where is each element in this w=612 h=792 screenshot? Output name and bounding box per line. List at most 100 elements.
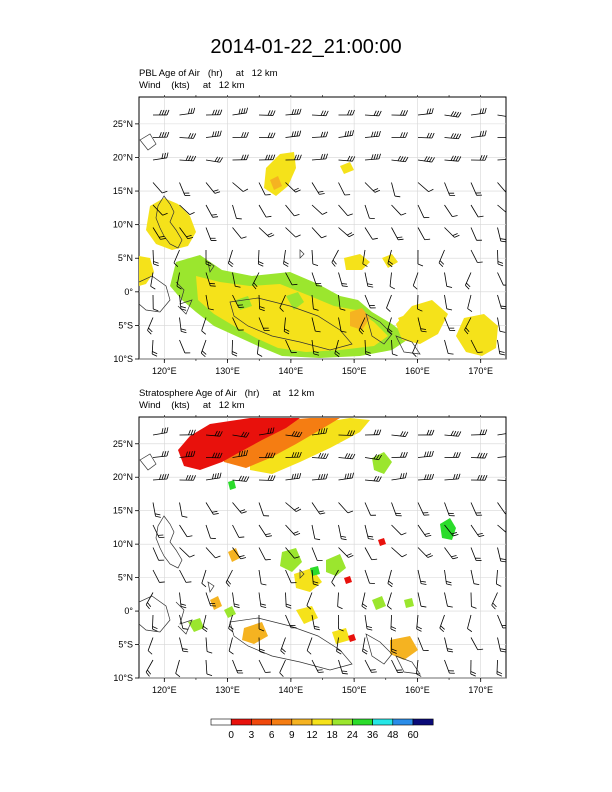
barb-feather: [201, 583, 207, 588]
barb-feather: [270, 110, 274, 116]
barb-shaft: [496, 569, 498, 584]
barb-feather: [371, 154, 374, 160]
wind-barb: [338, 430, 356, 436]
coastline-borneo: [139, 275, 171, 313]
barb-feather: [270, 475, 274, 481]
barb-feather: [392, 353, 398, 357]
barb-feather: [465, 285, 470, 290]
wind-barb: [497, 204, 506, 215]
barb-feather: [162, 212, 168, 216]
wind-barb: [390, 614, 397, 632]
stratosphere-field: [178, 418, 456, 660]
barb-feather: [182, 648, 188, 650]
barb-feather: [161, 428, 164, 434]
x-tick-label: 150°E: [342, 366, 367, 376]
barb-feather: [281, 648, 286, 653]
wind-barb: [497, 317, 506, 333]
barb-feather: [296, 108, 299, 115]
wind-barb: [391, 182, 401, 198]
barb-feather: [361, 605, 367, 610]
barb-feather: [378, 153, 381, 159]
barb-feather: [424, 474, 427, 480]
barb-feather: [453, 430, 457, 437]
barb-shaft: [364, 569, 370, 584]
wind-barb: [497, 182, 506, 194]
colorbar-swatch: [331, 718, 353, 726]
barb-feather: [426, 451, 429, 457]
barb-shaft: [497, 502, 506, 515]
barb-feather: [161, 109, 165, 116]
barb-feather: [188, 429, 191, 436]
wind-barb: [205, 130, 222, 138]
barb-shaft: [175, 659, 180, 674]
barb-feather: [331, 262, 336, 267]
barb-feather: [388, 260, 394, 265]
barb-feather: [181, 515, 188, 518]
barb-shaft: [497, 317, 501, 332]
barb-shaft: [279, 294, 286, 308]
wind-barb: [358, 317, 366, 335]
barb-feather: [184, 194, 191, 196]
barb-feather: [159, 132, 162, 138]
wind-barb: [338, 272, 348, 287]
barb-feather: [190, 429, 194, 435]
wind-barb: [205, 156, 223, 163]
barb-feather: [452, 233, 458, 236]
wind-barb: [311, 427, 328, 436]
barb-feather: [313, 583, 319, 586]
coastlines: [139, 453, 421, 675]
barb-feather: [458, 133, 462, 139]
barb-feather: [400, 473, 403, 479]
barb-shaft: [258, 204, 267, 218]
wind-barb: [258, 659, 271, 673]
colorbar-swatch: [251, 718, 272, 726]
barb-feather: [160, 238, 166, 240]
barb-feather: [243, 431, 247, 438]
colorbar-label: 3: [249, 730, 255, 741]
wind-barb: [285, 592, 292, 609]
wind-barb: [285, 204, 300, 217]
wind-barb: [364, 182, 381, 193]
barb-feather: [284, 331, 290, 335]
barb-shaft: [444, 294, 448, 309]
barb-feather: [453, 534, 459, 537]
barb-feather: [500, 558, 506, 560]
barb-feather: [476, 194, 482, 196]
barb-feather: [232, 351, 238, 355]
barb-feather: [376, 476, 380, 482]
wind-barb: [258, 154, 276, 161]
wind-barb: [444, 182, 456, 196]
barb-feather: [511, 451, 514, 456]
y-tick-label: 10°N: [113, 220, 133, 230]
wind-barb: [152, 249, 159, 267]
barb-feather: [257, 353, 263, 357]
wind-barb: [258, 475, 276, 481]
wind-barb: [338, 204, 353, 216]
x-tick-label: 150°E: [342, 685, 367, 695]
strat-region-south-2: [390, 636, 418, 660]
barb-shaft: [470, 637, 479, 650]
axis-ticks: 120°E 130°E 140°E 150°E 160°E 170°E 25°N 20°N 15…: [113, 415, 493, 695]
barb-feather: [238, 475, 242, 481]
barb-feather: [294, 556, 300, 559]
barb-shaft: [417, 227, 426, 240]
barb-shaft: [179, 502, 183, 517]
wind-barb: [285, 614, 297, 629]
barb-feather: [395, 512, 401, 514]
barb-feather: [306, 605, 312, 610]
wind-barb: [201, 317, 207, 335]
barb-feather: [347, 109, 350, 116]
wind-barb: [152, 294, 159, 312]
barb-feather: [470, 671, 476, 674]
wind-barb: [175, 659, 181, 678]
wind-barb: [232, 272, 241, 288]
barb-feather: [341, 538, 347, 541]
wind-barb: [179, 227, 194, 240]
barb-feather: [315, 282, 322, 285]
barb-feather: [511, 132, 513, 137]
barb-shaft: [179, 204, 190, 215]
wind-barb: [470, 204, 484, 218]
barb-shaft: [176, 272, 180, 287]
barb-feather: [181, 331, 187, 334]
barb-feather: [402, 132, 406, 138]
